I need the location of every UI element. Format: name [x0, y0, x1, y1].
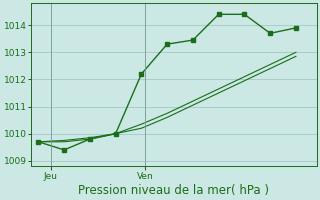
- X-axis label: Pression niveau de la mer( hPa ): Pression niveau de la mer( hPa ): [78, 184, 269, 197]
